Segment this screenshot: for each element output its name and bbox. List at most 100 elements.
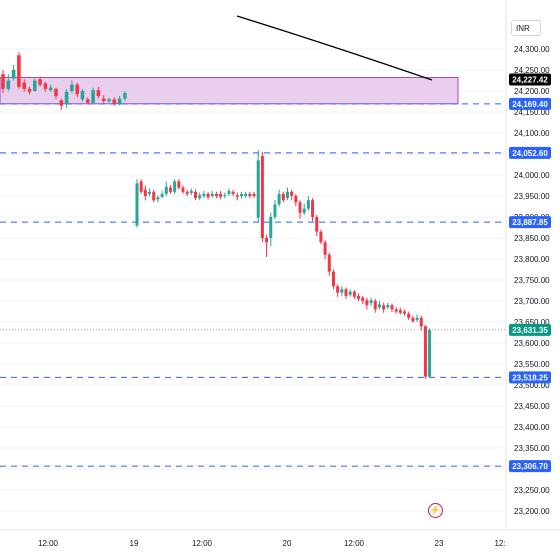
candle-body [48,87,53,91]
candle-body [394,309,398,312]
candle-body [290,191,294,196]
candle-body [135,183,139,226]
candle-body [327,254,331,272]
candle-body [285,191,289,199]
candle-body [17,55,21,87]
candle-body [198,195,202,199]
currency-selector[interactable]: INR [511,20,541,36]
candle-body [423,326,427,377]
price-tick-label: 23,200.00 [514,507,550,516]
time-tick-label: 23 [435,539,444,548]
price-tick-label: 23,600.00 [514,339,550,348]
price-tick-label: 23,950.00 [514,192,550,201]
price-tick-label: 24,150.00 [514,108,550,117]
candle-body [407,313,411,318]
candle-body [357,295,361,299]
price-axis[interactable]: 24,300.0024,250.0024,200.0024,150.0024,1… [514,45,550,516]
candle-body [11,70,16,79]
candle-body [277,193,281,205]
supply-zone-box[interactable] [0,77,459,105]
candle-body [43,83,48,89]
candle-body [361,297,365,301]
price-tick-label: 24,100.00 [514,129,550,138]
candle-body [38,79,42,85]
candle-body [6,80,11,89]
candle-body [123,93,127,99]
candle-body [227,190,231,194]
candle-body [181,187,185,192]
candle-body [390,305,394,310]
price-tick-label: 23,750.00 [514,276,550,285]
candle-body [273,204,277,217]
candle-body [352,291,356,297]
candle-body [27,88,32,92]
candle-body [160,193,164,197]
candle-body [86,99,90,103]
price-level-badge [509,323,551,336]
price-level-label: 23,518.25 [512,373,548,382]
price-tick-label: 23,700.00 [514,297,550,306]
price-tick-label: 23,450.00 [514,402,550,411]
price-tick-label: 23,500.00 [514,381,550,390]
candle-body [382,305,386,310]
price-tick-label: 24,000.00 [514,171,550,180]
candle-body [80,91,85,100]
candle-body [348,291,352,295]
bolt-icon[interactable]: ⚡ [428,503,443,518]
candle-body [22,82,26,89]
candle-body [223,195,227,197]
candle-body [107,99,111,102]
candle-body [91,90,95,103]
candle-body [148,191,152,194]
price-level-label: 23,631.35 [512,326,548,335]
price-level-badge [509,371,551,384]
price-level-badge [509,97,551,110]
candle-body [219,193,223,197]
candle-body [265,238,269,243]
price-tick-label: 24,200.00 [514,87,550,96]
candle-body [294,196,298,203]
time-tick-label: 12:00 [38,539,59,548]
candle-body [311,200,315,217]
candle-body [139,181,143,192]
candle-body [1,74,5,89]
candle-body [415,317,419,320]
candle-body [231,191,235,194]
level-lines [0,103,506,467]
trend-line-path[interactable] [236,15,433,81]
candle-body [240,193,243,196]
candle-body [210,193,214,196]
candle-body [173,181,177,192]
price-level-labels: 24,227.42 24,169.40 24,052.60 23,887.85 23,6… [509,73,551,473]
candle-body [96,90,101,97]
time-axis[interactable]: 12:00 19 12:00 20 12:00 23 12: [38,539,506,548]
candle-body [256,160,260,218]
candle-body [306,200,310,209]
candle-body [64,91,69,105]
candle-body [398,310,402,313]
time-tick-label: 12:00 [344,539,365,548]
candle-body [411,317,415,322]
candle-body [336,286,340,293]
candle-body [315,217,319,232]
candle-body [248,193,252,196]
price-tick-label: 23,250.00 [514,486,550,495]
candle-body [177,181,181,188]
price-tick-label: 23,350.00 [514,444,550,453]
price-tick-label: 23,850.00 [514,234,550,243]
candle-body [185,191,189,194]
candle-body [214,193,218,196]
price-level-label: 23,306.70 [512,462,548,471]
candle-body [112,99,117,104]
candle-body [117,98,122,104]
candles [1,52,432,379]
price-tick-label: 24,250.00 [514,66,550,75]
candle-body [194,191,198,199]
candle-body [235,195,239,197]
time-tick-label: 19 [130,539,139,548]
candle-body [164,186,168,194]
candle-body [428,329,432,377]
candle-body [206,193,210,198]
price-level-label: 24,227.42 [512,75,548,84]
